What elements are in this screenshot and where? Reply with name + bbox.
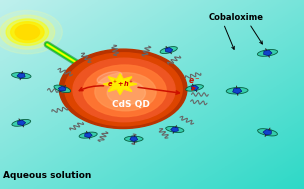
Ellipse shape	[257, 129, 278, 136]
Circle shape	[6, 19, 49, 45]
Text: Aqueous solution: Aqueous solution	[3, 170, 92, 180]
Ellipse shape	[257, 50, 278, 56]
Ellipse shape	[79, 132, 97, 138]
Ellipse shape	[226, 88, 248, 94]
Ellipse shape	[12, 73, 31, 79]
Ellipse shape	[186, 85, 203, 91]
Polygon shape	[263, 129, 271, 135]
Ellipse shape	[97, 72, 122, 83]
Circle shape	[0, 15, 55, 49]
Ellipse shape	[160, 47, 177, 53]
Circle shape	[65, 53, 182, 126]
Circle shape	[73, 58, 175, 122]
Polygon shape	[165, 48, 173, 52]
Ellipse shape	[54, 85, 71, 93]
Ellipse shape	[166, 126, 184, 132]
Polygon shape	[171, 127, 178, 132]
Circle shape	[59, 49, 187, 129]
Circle shape	[95, 73, 156, 111]
Polygon shape	[130, 137, 138, 142]
Polygon shape	[191, 85, 199, 90]
Polygon shape	[264, 50, 272, 56]
Polygon shape	[103, 74, 137, 94]
Polygon shape	[17, 73, 25, 78]
Circle shape	[107, 81, 145, 105]
Ellipse shape	[124, 136, 143, 142]
Polygon shape	[18, 120, 26, 125]
Polygon shape	[233, 88, 242, 94]
Circle shape	[11, 22, 44, 43]
Circle shape	[83, 65, 166, 117]
Circle shape	[15, 25, 40, 40]
Text: CdS QD: CdS QD	[112, 100, 150, 109]
Text: e$^-$: e$^-$	[188, 77, 201, 86]
Circle shape	[0, 10, 62, 54]
Polygon shape	[58, 86, 66, 91]
Text: e$^+$+h$^+$: e$^+$+h$^+$	[106, 79, 134, 89]
Polygon shape	[85, 133, 92, 138]
Text: Cobaloxime: Cobaloxime	[208, 13, 263, 22]
Ellipse shape	[12, 119, 31, 126]
